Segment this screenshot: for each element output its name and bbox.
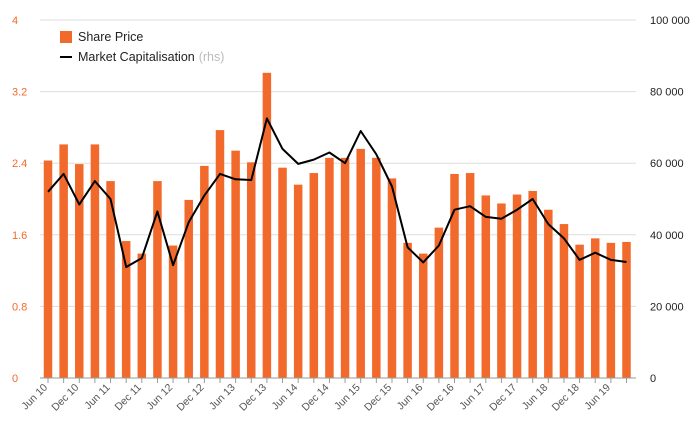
x-tick-label: Jun 19 bbox=[582, 382, 613, 413]
x-tick-label: Jun 13 bbox=[207, 382, 238, 413]
left-y-tick-label: 3.2 bbox=[12, 87, 27, 99]
share-price-bar bbox=[590, 238, 600, 378]
x-tick-label: Dec 14 bbox=[300, 382, 332, 414]
x-tick-label: Jun 17 bbox=[457, 382, 488, 413]
share-price-bar bbox=[434, 227, 444, 378]
share-price-bar bbox=[231, 150, 240, 378]
share-price-bar bbox=[622, 241, 631, 378]
legend-line-label: Market Capitalisation bbox=[78, 50, 195, 64]
share-price-bar bbox=[372, 157, 381, 378]
share-price-bar bbox=[340, 157, 350, 378]
x-tick-label: Jun 10 bbox=[19, 382, 50, 413]
x-tick-label: Jun 14 bbox=[270, 382, 301, 413]
x-tick-label: Dec 17 bbox=[487, 382, 519, 414]
x-tick-label: Dec 12 bbox=[174, 382, 206, 414]
share-price-bar bbox=[403, 242, 412, 378]
right-y-tick-label: 60 000 bbox=[650, 158, 684, 170]
x-tick-label: Dec 13 bbox=[237, 382, 269, 414]
share-price-bar bbox=[293, 184, 303, 378]
share-price-bar bbox=[168, 245, 178, 378]
share-price-bar bbox=[247, 162, 256, 378]
share-price-bar bbox=[90, 144, 100, 378]
share-price-bar bbox=[137, 253, 147, 378]
share-price-bar bbox=[106, 181, 115, 378]
share-price-bar bbox=[544, 209, 553, 378]
share-price-bar bbox=[215, 130, 225, 378]
share-price-bar bbox=[75, 164, 84, 378]
right-y-tick-label: 100 000 bbox=[650, 15, 690, 27]
x-tick-label: Jun 16 bbox=[395, 382, 426, 413]
share-price-bar bbox=[262, 72, 272, 379]
right-y-tick-label: 0 bbox=[650, 373, 656, 385]
x-tick-label: Jun 12 bbox=[144, 382, 175, 413]
share-price-bar bbox=[497, 203, 506, 378]
share-price-bar bbox=[481, 195, 491, 378]
share-price-bar bbox=[184, 199, 193, 378]
share-price-bar bbox=[465, 173, 475, 378]
right-y-tick-label: 80 000 bbox=[650, 87, 684, 99]
share-price-bar bbox=[512, 194, 522, 378]
x-tick-label: Jun 11 bbox=[82, 382, 112, 412]
share-price-bar bbox=[59, 144, 68, 378]
legend-item-market-cap: Market Capitalisation (rhs) bbox=[60, 47, 224, 67]
x-tick-label: Dec 15 bbox=[362, 382, 394, 414]
legend-line-swatch bbox=[60, 56, 72, 58]
left-y-tick-label: 0 bbox=[12, 373, 18, 385]
legend-item-share-price: Share Price bbox=[60, 27, 224, 47]
share-price-bar bbox=[387, 178, 397, 378]
left-y-tick-label: 0.8 bbox=[12, 301, 27, 313]
x-tick-label: Dec 10 bbox=[49, 382, 81, 414]
share-price-bar bbox=[450, 173, 459, 378]
x-tick-label: Dec 11 bbox=[112, 382, 144, 414]
x-tick-label: Dec 18 bbox=[550, 382, 582, 414]
share-price-bar bbox=[575, 244, 584, 378]
share-price-bar bbox=[278, 167, 287, 378]
market-cap-line bbox=[47, 117, 627, 268]
share-price-bar bbox=[325, 157, 334, 378]
x-tick-label: Jun 15 bbox=[332, 382, 363, 413]
share-price-bar bbox=[153, 181, 162, 378]
share-price-bar bbox=[43, 160, 53, 378]
legend: Share Price Market Capitalisation (rhs) bbox=[60, 27, 224, 67]
right-y-tick-label: 20 000 bbox=[650, 301, 684, 313]
legend-bar-swatch bbox=[60, 31, 72, 43]
x-tick-label: Jun 18 bbox=[520, 382, 551, 413]
share-price-bar bbox=[559, 224, 569, 378]
legend-bar-label: Share Price bbox=[78, 30, 144, 44]
share-price-bar bbox=[606, 242, 616, 378]
x-tick-label: Dec 16 bbox=[425, 382, 457, 414]
line-series bbox=[47, 117, 627, 268]
legend-rhs-note: (rhs) bbox=[198, 50, 225, 64]
left-y-tick-label: 2.4 bbox=[12, 158, 27, 170]
bar-series bbox=[43, 72, 631, 379]
left-y-tick-label: 4 bbox=[12, 15, 18, 27]
share-price-bar bbox=[528, 190, 537, 378]
share-price-bar bbox=[309, 173, 319, 378]
share-price-bar bbox=[356, 148, 365, 378]
left-y-tick-label: 1.6 bbox=[12, 230, 27, 242]
share-price-bar bbox=[200, 165, 209, 378]
share-price-bar bbox=[418, 253, 428, 378]
right-y-tick-label: 40 000 bbox=[650, 230, 684, 242]
share-price-bar bbox=[121, 241, 131, 378]
